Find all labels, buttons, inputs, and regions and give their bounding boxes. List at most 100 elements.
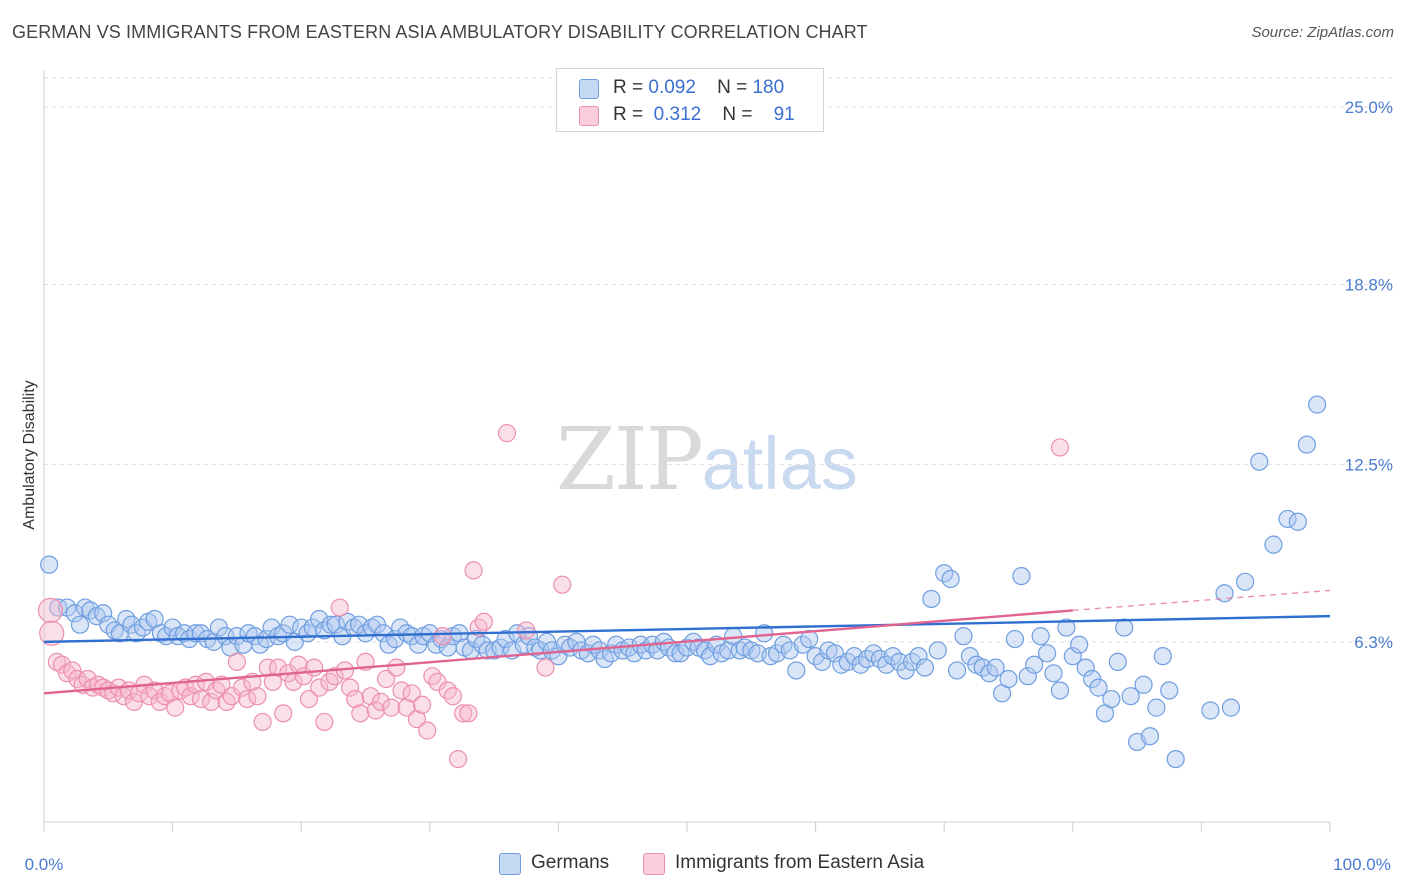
axes bbox=[43, 70, 1331, 832]
asia-point-60 bbox=[346, 689, 365, 709]
legend-swatch-germans bbox=[499, 853, 521, 875]
asia-point-73 bbox=[412, 695, 432, 714]
tick-labels: 6.3% 12.5% 18.8% 25.0% 0.0% 100.0% bbox=[25, 98, 1393, 874]
asia-trend-line bbox=[43, 609, 1073, 695]
legend-label-immigrants: Immigrants from Eastern Asia bbox=[675, 852, 925, 873]
german-point-187 bbox=[1215, 584, 1234, 603]
german-point-166 bbox=[1044, 664, 1063, 683]
legend-asia-r-value: 0.312 bbox=[653, 104, 702, 125]
german-point-189 bbox=[1236, 572, 1255, 591]
y-tick-label-3: 25.0% bbox=[1345, 98, 1393, 117]
german-point-175 bbox=[1102, 689, 1121, 709]
y-tick-label-0: 6.3% bbox=[1354, 633, 1393, 652]
german-point-182 bbox=[1147, 698, 1166, 717]
y-tick-label-2: 18.8% bbox=[1345, 275, 1393, 294]
german-point-45 bbox=[310, 609, 329, 629]
legend-swatch-asia bbox=[579, 106, 599, 126]
german-point-62 bbox=[409, 635, 428, 654]
asia-point-84 bbox=[469, 618, 488, 637]
asia-point-45 bbox=[268, 658, 288, 677]
asia-point-55 bbox=[320, 672, 339, 691]
german-point-195 bbox=[1308, 395, 1327, 414]
german-point-73 bbox=[473, 635, 492, 654]
asia-point-85 bbox=[474, 612, 493, 631]
asia-point-51 bbox=[299, 689, 319, 709]
asia-point-30 bbox=[191, 689, 210, 709]
german-point-130 bbox=[812, 652, 832, 671]
german-point-10 bbox=[105, 621, 124, 640]
german-point-34 bbox=[245, 627, 265, 646]
german-point-132 bbox=[825, 644, 844, 663]
german-point-184 bbox=[1160, 681, 1179, 700]
german-point-48 bbox=[326, 615, 346, 634]
german-point-151 bbox=[947, 661, 967, 680]
german-point-24 bbox=[186, 624, 205, 643]
asia-point-83 bbox=[464, 561, 483, 580]
asia-point-0 bbox=[37, 597, 64, 624]
german-point-87 bbox=[555, 635, 574, 654]
legend-german-r-label: R = bbox=[613, 77, 644, 98]
german-point-3 bbox=[65, 604, 84, 623]
asia-point-81 bbox=[454, 704, 473, 723]
trend-lines bbox=[43, 589, 1331, 695]
german-point-181 bbox=[1140, 727, 1160, 746]
german-point-190 bbox=[1250, 452, 1269, 471]
source-label: Source: ZipAtlas.com bbox=[1251, 24, 1394, 41]
asia-point-65 bbox=[371, 692, 391, 712]
german-point-191 bbox=[1264, 535, 1283, 554]
german-point-170 bbox=[1070, 635, 1089, 654]
asia-point-38 bbox=[232, 678, 252, 697]
asia-point-20 bbox=[140, 687, 159, 706]
asia-point-42 bbox=[253, 712, 272, 732]
asia-point-5 bbox=[63, 661, 82, 680]
german-point-126 bbox=[787, 661, 806, 680]
asia-point-3 bbox=[52, 655, 72, 674]
german-point-150 bbox=[941, 569, 960, 589]
asia-point-35 bbox=[217, 692, 236, 712]
german-point-159 bbox=[999, 669, 1018, 689]
german-point-169 bbox=[1063, 647, 1082, 666]
german-point-112 bbox=[701, 647, 720, 666]
asia-point-70 bbox=[397, 698, 416, 717]
german-point-171 bbox=[1076, 658, 1095, 677]
german-point-4 bbox=[70, 615, 90, 634]
german-point-160 bbox=[1005, 629, 1025, 649]
asia-point-67 bbox=[382, 698, 401, 717]
asia-point-82 bbox=[459, 704, 478, 723]
german-point-180 bbox=[1134, 675, 1153, 694]
german-point-177 bbox=[1115, 618, 1134, 637]
german-point-121 bbox=[755, 624, 774, 643]
asia-point-32 bbox=[202, 692, 221, 712]
asia-point-88 bbox=[536, 658, 555, 677]
asia-point-77 bbox=[433, 627, 452, 646]
x-tick-label-1: 100.0% bbox=[1333, 855, 1391, 874]
german-point-36 bbox=[257, 629, 276, 649]
german-point-162 bbox=[1018, 667, 1037, 686]
asia-point-69 bbox=[392, 681, 411, 700]
asia-point-72 bbox=[407, 709, 427, 729]
legend-label-germans: Germans bbox=[531, 852, 610, 873]
german-point-146 bbox=[915, 658, 935, 677]
german-point-188 bbox=[1221, 698, 1241, 717]
asia-point-78 bbox=[438, 681, 457, 700]
german-point-106 bbox=[666, 644, 685, 663]
asia-point-2 bbox=[47, 652, 66, 671]
german-point-0 bbox=[40, 555, 59, 574]
series-legend: Germans Immigrants from Eastern Asia bbox=[0, 852, 1406, 878]
german-point-167 bbox=[1050, 681, 1070, 700]
german-point-164 bbox=[1031, 627, 1050, 646]
grid-lines bbox=[44, 77, 1396, 643]
asia-point-39 bbox=[238, 689, 257, 709]
asia-point-52 bbox=[304, 658, 324, 677]
german-point-84 bbox=[537, 632, 556, 651]
asia-point-6 bbox=[68, 669, 87, 689]
asia-point-89 bbox=[553, 575, 572, 594]
asia-point-1 bbox=[39, 620, 65, 646]
asia-points bbox=[37, 424, 1070, 769]
stats-legend: R = 0.092 N = 180 R = 0.312 N = 91 bbox=[556, 68, 824, 132]
asia-point-87 bbox=[517, 621, 536, 640]
asia-point-28 bbox=[181, 687, 200, 706]
german-points bbox=[40, 395, 1327, 769]
asia-point-4 bbox=[58, 664, 77, 683]
